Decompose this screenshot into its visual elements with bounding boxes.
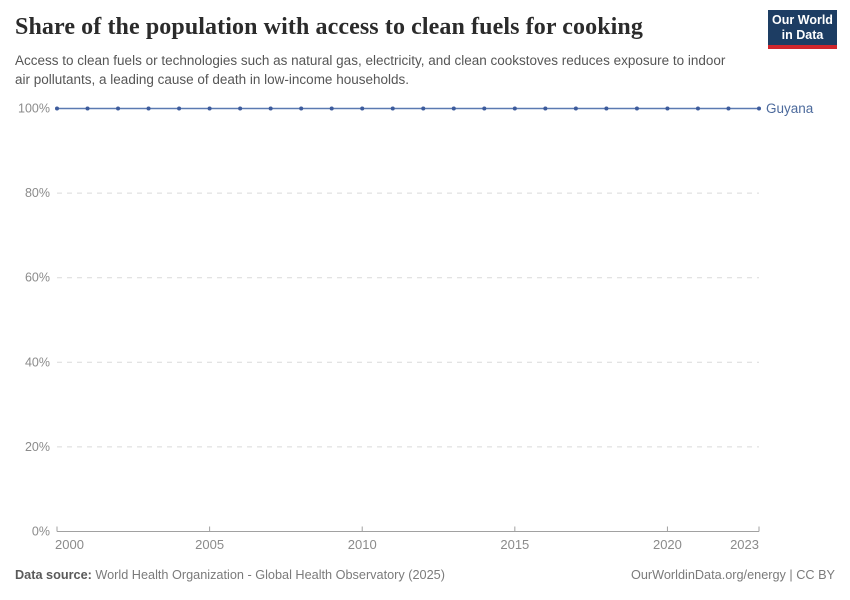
- y-axis-label-0: 0%: [32, 525, 50, 539]
- owid-logo-line2: in Data: [781, 27, 824, 42]
- chart-footer: Data source: World Health Organization -…: [15, 568, 835, 582]
- owid-logo-line1: Our World: [772, 12, 833, 27]
- y-axis-label-40: 40%: [25, 355, 50, 369]
- y-axis-label-60: 60%: [25, 271, 50, 285]
- guyana-marker-2023[interactable]: [757, 106, 761, 111]
- y-axis-label-80: 80%: [25, 186, 50, 200]
- guyana-marker-2000[interactable]: [55, 106, 59, 111]
- x-axis-label-2023: 2023: [730, 537, 759, 552]
- x-axis-label-2005: 2005: [195, 537, 224, 552]
- guyana-marker-2009[interactable]: [329, 106, 334, 111]
- guyana-marker-2008[interactable]: [299, 106, 304, 111]
- guyana-marker-2005[interactable]: [207, 106, 212, 111]
- guyana-marker-2003[interactable]: [146, 106, 151, 111]
- owid-logo[interactable]: Our World in Data: [768, 10, 837, 49]
- guyana-marker-2014[interactable]: [482, 106, 487, 111]
- guyana-marker-2013[interactable]: [451, 106, 456, 111]
- guyana-marker-2021[interactable]: [695, 106, 700, 111]
- y-axis-label-100: 100%: [18, 102, 50, 116]
- chart-subtitle: Access to clean fuels or technologies su…: [15, 53, 726, 87]
- guyana-marker-2016[interactable]: [543, 106, 548, 111]
- guyana-marker-2001[interactable]: [85, 106, 90, 111]
- y-axis-label-20: 20%: [25, 440, 50, 454]
- x-axis-label-2010: 2010: [348, 537, 377, 552]
- data-source-label: Data source:: [15, 568, 92, 582]
- data-source: Data source: World Health Organization -…: [15, 568, 445, 582]
- guyana-marker-2010[interactable]: [360, 106, 365, 111]
- guyana-marker-2011[interactable]: [390, 106, 395, 111]
- guyana-marker-2015[interactable]: [512, 106, 517, 111]
- guyana-marker-2006[interactable]: [238, 106, 243, 111]
- guyana-marker-2004[interactable]: [177, 106, 182, 111]
- guyana-marker-2007[interactable]: [268, 106, 273, 111]
- guyana-marker-2017[interactable]: [573, 106, 578, 111]
- x-axis-label-2015: 2015: [500, 537, 529, 552]
- guyana-marker-2012[interactable]: [421, 106, 426, 111]
- chart-title: Share of the population with access to c…: [15, 14, 643, 40]
- series-label-guyana[interactable]: Guyana: [766, 101, 814, 116]
- guyana-marker-2002[interactable]: [116, 106, 121, 111]
- x-axis-label-2020: 2020: [653, 537, 682, 552]
- guyana-marker-2022[interactable]: [726, 106, 731, 111]
- owid-logo-text: Our World in Data: [772, 13, 833, 43]
- x-axis-label-2000: 2000: [55, 537, 84, 552]
- attribution-link[interactable]: OurWorldinData.org/energy | CC BY: [630, 568, 835, 582]
- guyana-marker-2018[interactable]: [604, 106, 609, 111]
- guyana-marker-2019[interactable]: [634, 106, 639, 111]
- data-source-value: World Health Organization - Global Healt…: [91, 568, 445, 582]
- guyana-marker-2020[interactable]: [665, 106, 670, 111]
